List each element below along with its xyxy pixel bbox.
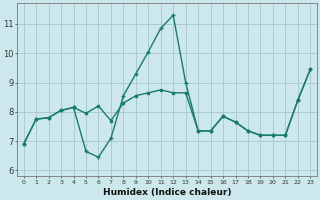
X-axis label: Humidex (Indice chaleur): Humidex (Indice chaleur)	[103, 188, 231, 197]
